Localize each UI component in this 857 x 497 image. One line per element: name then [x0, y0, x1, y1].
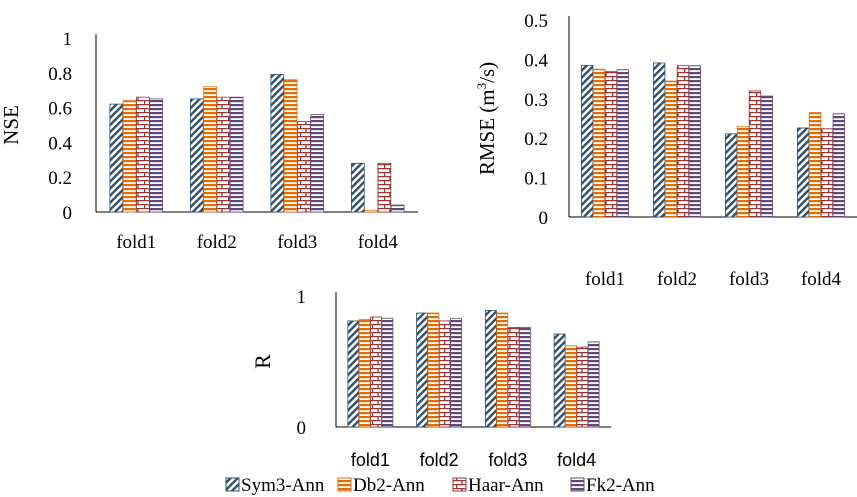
y-axis-label: RMSE (m3/s)	[474, 62, 499, 175]
bar-sym3-ann-fold4	[797, 127, 810, 218]
bar-haar-ann-fold4	[576, 346, 589, 428]
bar-fk2-ann-fold3	[760, 95, 773, 218]
y-tick-label: 1	[297, 287, 307, 308]
y-tick-label: 1	[63, 29, 73, 50]
x-tick-label: fold1	[116, 232, 156, 253]
legend-label-haar-ann: Haar-Ann	[468, 475, 544, 496]
bar-db2-ann-fold1	[358, 319, 371, 428]
x-tick-label: fold4	[557, 450, 596, 470]
bar-fk2-ann-fold4	[832, 113, 845, 218]
bar-haar-ann-fold4	[377, 162, 392, 213]
x-tick-label: fold2	[657, 269, 697, 290]
y-axis-label: NSE	[0, 105, 23, 145]
bar-db2-ann-fold2	[664, 80, 678, 218]
bar-db2-ann-fold2	[203, 86, 217, 213]
y-tick-label: 0.8	[48, 64, 72, 85]
bar-sym3-ann-fold2	[653, 62, 666, 218]
bar-fk2-ann-fold1	[149, 98, 164, 213]
bar-db2-ann-fold3	[496, 312, 509, 428]
bar-haar-ann-fold1	[604, 71, 618, 218]
bar-db2-ann-fold3	[736, 126, 750, 218]
bar-haar-ann-fold1	[136, 96, 150, 213]
y-tick-label: 0.4	[48, 133, 72, 154]
legend-label-db2-ann: Db2-Ann	[353, 475, 425, 496]
bar-fk2-ann-fold2	[688, 65, 701, 218]
y-axis-label: R	[250, 354, 275, 369]
bar-db2-ann-fold3	[283, 79, 298, 213]
bar-haar-ann-fold3	[507, 327, 520, 428]
x-tick-label: fold2	[197, 232, 237, 253]
y-tick-label: 0.4	[524, 50, 548, 71]
bar-fk2-ann-fold2	[450, 317, 463, 428]
bar-sym3-ann-fold3	[270, 74, 285, 213]
bar-haar-ann-fold2	[438, 320, 451, 428]
bar-sym3-ann-fold3	[484, 310, 497, 428]
bar-sym3-ann-fold3	[725, 133, 738, 218]
x-tick-label: fold3	[488, 450, 527, 470]
legend-label-sym3-ann: Sym3-Ann	[241, 475, 325, 496]
x-tick-label: fold3	[729, 269, 769, 290]
bar-db2-ann-fold4	[565, 345, 577, 428]
bar-fk2-ann-fold2	[229, 96, 244, 213]
legend-swatch-haar-ann	[452, 477, 467, 492]
bar-fk2-ann-fold3	[310, 114, 325, 213]
bar-fk2-ann-fold4	[587, 341, 600, 428]
legend-swatch-fk2-ann	[570, 477, 585, 492]
x-tick-label: fold3	[277, 232, 317, 253]
bar-sym3-ann-fold2	[189, 98, 204, 213]
y-tick-label: 0.2	[524, 129, 548, 150]
y-tick-label: 0.2	[48, 168, 72, 189]
bar-sym3-ann-fold4	[553, 333, 566, 428]
y-tick-label: 0	[539, 208, 549, 229]
bar-sym3-ann-fold4	[350, 162, 365, 213]
legend: Sym3-Ann Db2-Ann Haar-Ann Fk2-Ann	[225, 475, 655, 496]
bar-fk2-ann-fold4	[390, 204, 405, 213]
x-tick-label: fold1	[351, 450, 390, 470]
y-tick-label: 0.6	[48, 99, 72, 120]
x-tick-label: fold1	[585, 269, 625, 290]
y-tick-label: 0.5	[524, 11, 548, 32]
bar-sym3-ann-fold1	[347, 320, 360, 428]
legend-label-fk2-ann: Fk2-Ann	[586, 475, 655, 496]
chart-nse: 0 0.2 0.4 0.6 0.8 1 NSE fold1 fold2 fold3 fold4	[0, 29, 418, 253]
bar-haar-ann-fold2	[676, 65, 690, 218]
bar-db2-ann-fold4	[808, 112, 822, 218]
x-tick-label: fold2	[420, 450, 459, 470]
y-tick-label: 0	[297, 418, 307, 439]
bar-db2-ann-fold1	[592, 68, 606, 218]
bar-db2-ann-fold2	[427, 312, 440, 428]
bar-haar-ann-fold4	[820, 128, 834, 218]
legend-swatch-sym3-ann	[225, 477, 240, 492]
x-tick-label: fold4	[801, 269, 842, 290]
bar-fk2-ann-fold1	[381, 317, 394, 428]
y-tick-label: 0	[63, 203, 73, 224]
bar-fk2-ann-fold3	[518, 327, 531, 428]
bar-sym3-ann-fold1	[581, 64, 594, 218]
y-tick-label: 0.3	[524, 90, 548, 111]
bar-sym3-ann-fold1	[109, 103, 124, 213]
bar-haar-ann-fold3	[297, 121, 311, 213]
y-tick-label: 0.1	[524, 169, 548, 190]
bar-fk2-ann-fold1	[616, 69, 629, 218]
bar-haar-ann-fold3	[748, 90, 762, 218]
bar-db2-ann-fold4	[364, 209, 378, 213]
bar-haar-ann-fold2	[216, 96, 231, 213]
x-tick-label: fold4	[358, 232, 399, 253]
bar-haar-ann-fold1	[370, 316, 382, 428]
bar-sym3-ann-fold2	[416, 312, 429, 428]
legend-swatch-db2-ann	[337, 477, 352, 492]
chart-rmse: 0 0.1 0.2 0.3 0.4 0.5 RMSE (m3/s) fold1 fold2 fol…	[474, 11, 857, 290]
bar-db2-ann-fold1	[122, 100, 137, 213]
